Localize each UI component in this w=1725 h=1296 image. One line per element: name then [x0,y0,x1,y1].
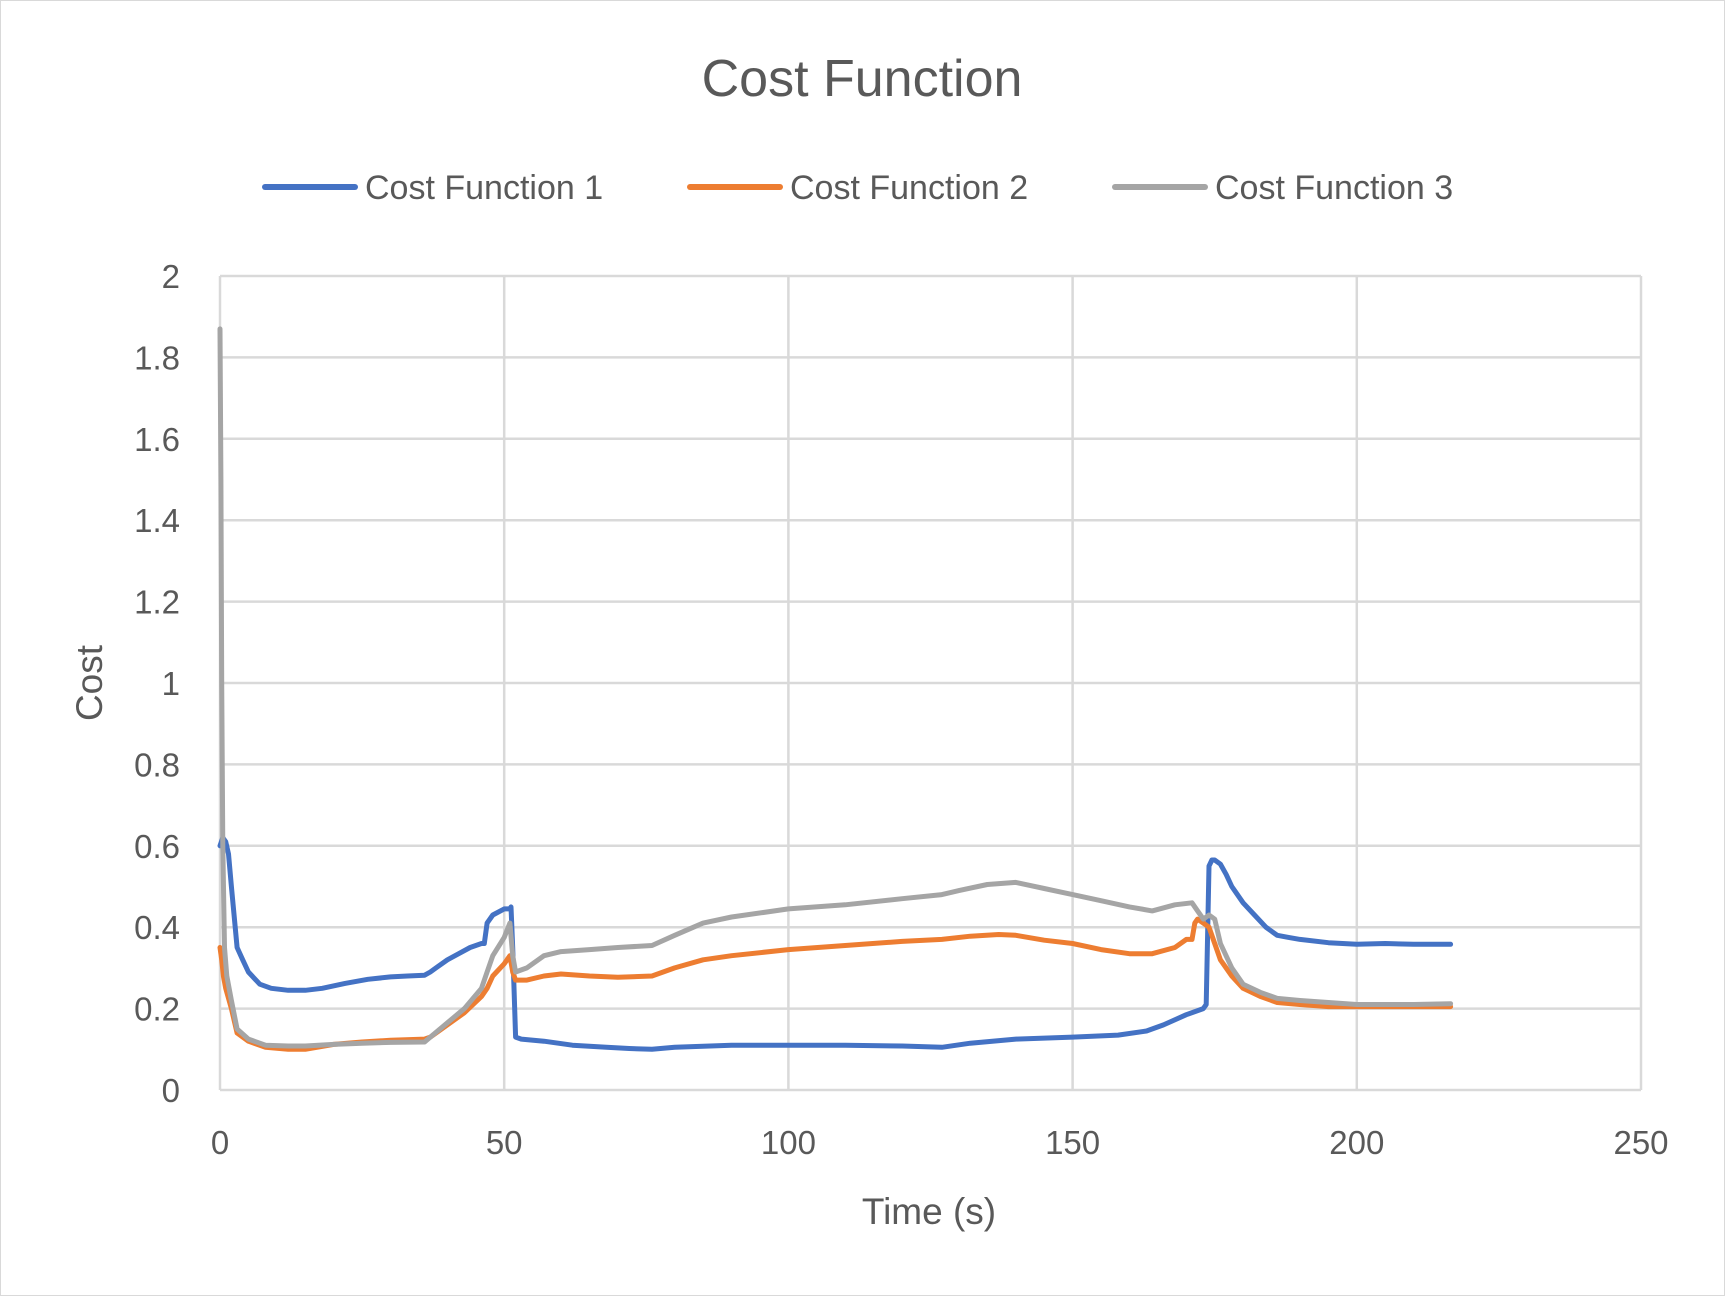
series-line-3 [217,326,1454,1049]
y-tick-label: 1.6 [134,421,180,458]
y-tick-label: 2 [162,258,180,295]
legend-label-3: Cost Function 3 [1215,169,1453,207]
x-tick-label: 50 [486,1124,523,1161]
x-tick-label: 100 [761,1124,816,1161]
y-tick-label: 0.6 [134,828,180,865]
series-lines [217,326,1454,1052]
series-line-1 [217,835,1454,1052]
x-axis-label: Time (s) [862,1191,996,1232]
x-tick-label: 0 [211,1124,229,1161]
x-tick-label: 250 [1613,1124,1668,1161]
y-tick-label: 1 [162,665,180,702]
x-tick-label: 150 [1045,1124,1100,1161]
y-tick-label: 1.4 [134,502,180,539]
x-tick-label: 200 [1329,1124,1384,1161]
series-line-2 [217,916,1454,1052]
y-tick-label: 1.2 [134,584,180,621]
y-tick-label: 0.2 [134,991,180,1028]
legend: Cost Function 1 Cost Function 2 Cost Funct… [262,169,1453,207]
gridlines [218,274,1643,1092]
legend-label-2: Cost Function 2 [790,169,1028,207]
y-tick-label: 0.8 [134,746,180,783]
y-tick-label: 1.8 [134,339,180,376]
y-tick-label: 0.4 [134,909,180,946]
y-axis-ticks: 0 0.2 0.4 0.6 0.8 1 1.2 1.4 1.6 1.8 2 [134,258,180,1109]
y-axis-label: Cost [69,644,110,721]
chart-title: Cost Function [702,50,1023,108]
y-tick-label: 0 [162,1072,180,1109]
x-axis-ticks: 0 50 100 150 200 250 [211,1124,1669,1161]
legend-label-1: Cost Function 1 [365,169,603,207]
